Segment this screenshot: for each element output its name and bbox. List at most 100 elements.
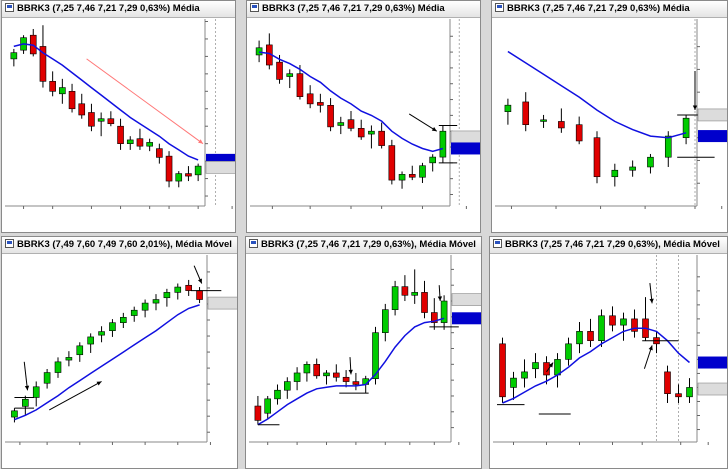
candle-up xyxy=(274,389,281,400)
candle-down xyxy=(136,138,144,147)
arrow-head xyxy=(648,345,653,351)
chart-title: BBRK3 (7,49 7,60 7,49 7,60 2,01%), Média… xyxy=(17,239,232,250)
chart-window-icon xyxy=(249,239,258,248)
chart-window-icon xyxy=(493,239,502,248)
candle-up xyxy=(368,130,375,135)
candle-down xyxy=(499,343,506,398)
price-label-box xyxy=(698,356,727,369)
candle-down xyxy=(196,290,203,300)
candle-down xyxy=(421,292,428,313)
candle-up xyxy=(682,117,690,139)
candle-up xyxy=(126,139,134,144)
chart-title: BBRK3 (7,25 7,46 7,21 7,29 0,63%), Média… xyxy=(505,239,720,250)
candle-up xyxy=(175,173,183,182)
chart-panel-2[interactable]: BBRK3 (7,25 7,46 7,21 7,29 0,63%) Média xyxy=(246,0,481,233)
price-label-box xyxy=(451,142,480,155)
ema9-line xyxy=(507,50,687,139)
candle-down xyxy=(306,93,314,105)
candle-up xyxy=(323,372,330,377)
arrow-head xyxy=(198,139,203,144)
price-label-box xyxy=(697,382,727,396)
candle-down xyxy=(352,381,360,385)
candle-down xyxy=(296,73,304,97)
candle-down xyxy=(78,103,86,116)
candle-down xyxy=(317,102,324,106)
candle-up xyxy=(97,118,105,122)
annotation-arrow xyxy=(49,381,102,411)
candlestick-chart-5[interactable] xyxy=(246,237,482,469)
chart-title-bar[interactable]: BBRK3 (7,25 7,46 7,21 7,29 0,63%) Média xyxy=(492,1,727,18)
chart-panel-1[interactable]: BBRK3 (7,25 7,46 7,21 7,29 0,63%) Média xyxy=(1,0,236,233)
candle-up xyxy=(629,166,636,171)
candle-up xyxy=(130,309,138,316)
price-label-box xyxy=(450,130,480,144)
candle-up xyxy=(521,371,528,379)
candle-up xyxy=(647,156,654,168)
candle-up xyxy=(76,345,84,356)
candle-down xyxy=(575,124,583,142)
candle-down xyxy=(313,364,320,377)
chart-panel-4[interactable]: BBRK3 (7,49 7,60 7,49 7,60 2,01%), Média… xyxy=(1,236,238,469)
candle-up xyxy=(141,302,149,311)
chart-panel-6[interactable]: BBRK3 (7,25 7,46 7,21 7,29 0,63%), Média… xyxy=(489,236,728,469)
candle-down xyxy=(558,121,565,129)
candle-up xyxy=(398,174,406,181)
ema9-line xyxy=(13,43,199,161)
candle-down xyxy=(593,137,601,178)
chart-title-bar[interactable]: BBRK3 (7,25 7,46 7,21 7,29 0,63%) Média xyxy=(2,1,235,18)
candle-up xyxy=(293,372,301,382)
candle-down xyxy=(587,331,594,342)
candle-up xyxy=(146,142,153,147)
chart-title: BBRK3 (7,25 7,46 7,21 7,29 0,63%) Média xyxy=(507,3,690,14)
candle-down xyxy=(609,315,616,326)
chart-title: BBRK3 (7,25 7,46 7,21 7,29 0,63%) Média xyxy=(17,3,200,14)
chart-panel-3[interactable]: BBRK3 (7,25 7,46 7,21 7,29 0,63%) Média xyxy=(491,0,728,233)
candle-up xyxy=(264,398,272,414)
candle-up xyxy=(109,322,116,331)
chart-panel-5[interactable]: BBRK3 (7,25 7,46 7,21 7,29 0,63%), Média… xyxy=(245,236,482,469)
candle-up xyxy=(337,122,345,126)
candle-up xyxy=(65,357,73,361)
candle-up xyxy=(286,73,294,77)
candle-up xyxy=(59,87,66,95)
candle-up xyxy=(440,300,448,323)
candle-up xyxy=(22,398,29,407)
candlestick-chart-6[interactable] xyxy=(490,237,728,469)
candle-down xyxy=(408,174,416,178)
candlestick-chart-4[interactable] xyxy=(2,237,238,469)
candle-up xyxy=(372,332,379,380)
candle-up xyxy=(598,315,605,342)
arrow-head xyxy=(649,298,654,304)
chart-window-icon xyxy=(5,3,14,12)
price-label-box xyxy=(452,312,481,325)
chart-title-bar[interactable]: BBRK3 (7,25 7,46 7,21 7,29 0,63%) Média xyxy=(247,1,480,18)
candle-down xyxy=(675,393,682,398)
candle-down xyxy=(342,376,350,382)
candle-down xyxy=(543,362,550,376)
candle-down xyxy=(388,145,396,181)
candle-down xyxy=(631,318,638,332)
arrow-head xyxy=(197,278,202,284)
arrow-head xyxy=(692,105,698,111)
candle-up xyxy=(664,135,672,158)
chart-title-bar[interactable]: BBRK3 (7,25 7,46 7,21 7,29 0,63%), Média… xyxy=(490,237,727,254)
annotation-arrow xyxy=(408,113,438,132)
ema9-line xyxy=(14,304,200,421)
candle-up xyxy=(255,47,263,56)
chart-title-bar[interactable]: BBRK3 (7,49 7,60 7,49 7,60 2,01%), Média… xyxy=(2,237,237,254)
candle-down xyxy=(117,125,124,144)
candle-down xyxy=(347,119,355,129)
candlestick-chart-2[interactable] xyxy=(247,1,481,233)
ema9-line xyxy=(258,51,444,153)
candlestick-chart-1[interactable] xyxy=(2,1,236,233)
price-label-box xyxy=(205,161,235,174)
candle-down xyxy=(276,61,283,80)
candle-up xyxy=(194,165,202,176)
chart-window-icon xyxy=(495,3,504,12)
arrow-head xyxy=(24,385,30,391)
candle-up xyxy=(283,381,291,391)
candle-up xyxy=(620,318,627,326)
candlestick-chart-3[interactable] xyxy=(492,1,728,233)
candle-up xyxy=(532,362,539,370)
chart-title-bar[interactable]: BBRK3 (7,25 7,46 7,21 7,29 0,63%), Média… xyxy=(246,237,481,254)
